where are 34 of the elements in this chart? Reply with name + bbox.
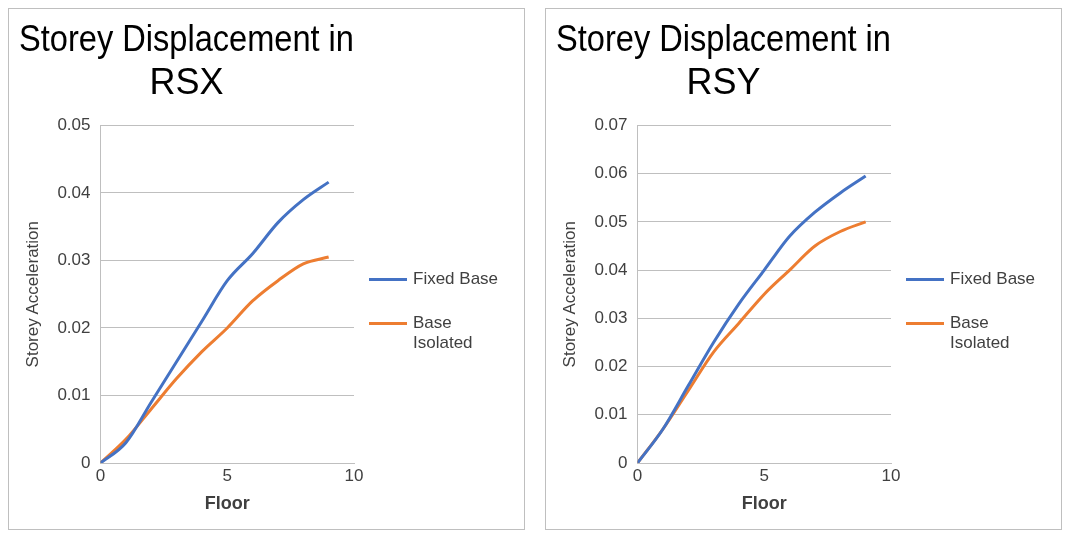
y-tick-label: 0.01 xyxy=(57,385,91,405)
text: Storey Displacement in xyxy=(556,18,891,58)
y-tick-label: 0.03 xyxy=(594,308,628,327)
y-tick-label: 0.05 xyxy=(594,211,628,231)
legend-label: Fixed Base xyxy=(413,269,500,289)
line-series xyxy=(637,174,868,463)
y-axis-title: Storey Acceleration xyxy=(559,220,579,368)
x-tick-label: 5 xyxy=(222,465,232,485)
text: Storey Displacement in xyxy=(19,18,354,58)
x-axis-title: Floor xyxy=(204,493,250,514)
text: RSY xyxy=(686,60,761,102)
legend-label: Fixed Base xyxy=(950,269,1037,289)
y-tick-label: 0.01 xyxy=(594,404,628,424)
y-tick-label: 0.05 xyxy=(57,115,91,135)
x-tick-label: 5 xyxy=(759,465,769,485)
y-tick-label: 0 xyxy=(81,452,91,472)
x-tick-label: 10 xyxy=(881,465,901,485)
legend-label: Base Isolated xyxy=(950,313,1011,353)
y-tick-label: 0.03 xyxy=(57,250,91,270)
y-tick-label: 0.02 xyxy=(594,356,628,376)
y-tick-label: 0.07 xyxy=(594,115,628,135)
x-tick-label: 10 xyxy=(344,465,364,485)
text: RSX xyxy=(149,60,224,102)
x-axis-title: Floor xyxy=(741,493,787,514)
y-tick-label: 0.04 xyxy=(57,182,91,202)
line-series xyxy=(100,180,331,463)
y-tick-label: 0.02 xyxy=(57,317,91,337)
y-tick-label: 0.04 xyxy=(594,259,628,279)
x-tick-label: 0 xyxy=(95,465,106,485)
legend-label: Base Isolated xyxy=(413,313,474,353)
y-axis-title: Storey Acceleration xyxy=(22,220,42,368)
y-tick-label: 0 xyxy=(618,452,628,472)
y-tick-label: 0.06 xyxy=(594,163,628,183)
x-tick-label: 0 xyxy=(632,465,643,485)
